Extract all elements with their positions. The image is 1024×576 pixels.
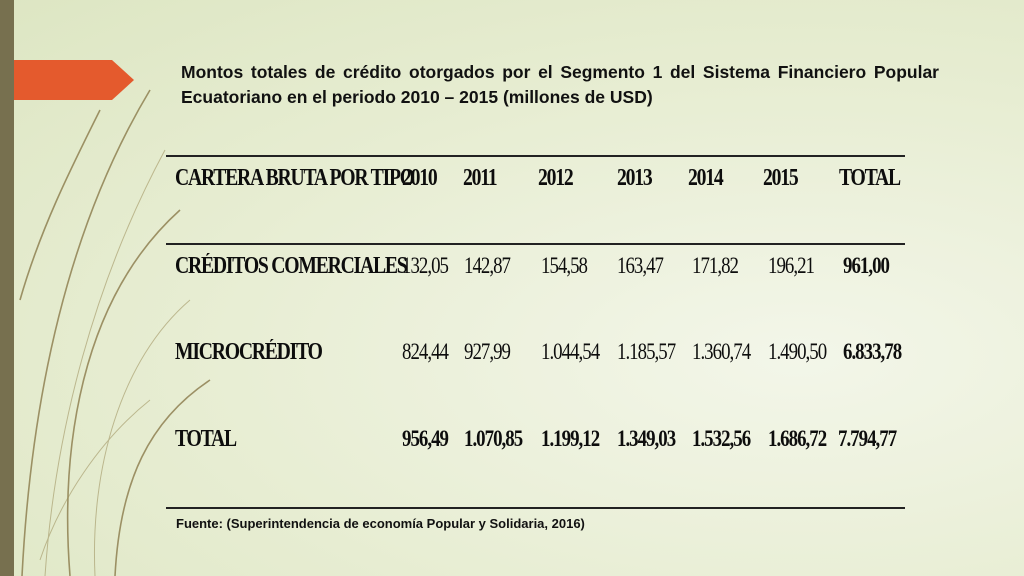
header-2013: 2013 — [617, 165, 653, 191]
header-bottom-rule — [166, 243, 905, 245]
table-bottom-rule — [166, 507, 905, 509]
slide-title: Montos totales de crédito otorgados por … — [181, 62, 939, 107]
row-total-cell: 961,00 — [843, 253, 890, 278]
table-top-rule — [166, 155, 905, 157]
table-cell: 1.686,72 — [768, 426, 827, 451]
table-cell: 132,05 — [402, 253, 449, 278]
table-cell: 1.490,50 — [768, 339, 827, 364]
table-cell: 927,99 — [464, 339, 511, 364]
table-cell: 824,44 — [402, 339, 449, 364]
header-2011: 2011 — [463, 165, 498, 191]
header-2015: 2015 — [763, 165, 799, 191]
table-cell: 196,21 — [768, 253, 815, 278]
header-total: TOTAL — [839, 165, 901, 191]
table-cell: 1.070,85 — [464, 426, 523, 451]
table-cell: 1.349,03 — [617, 426, 676, 451]
header-category: CARTERA BRUTA POR TIPO — [175, 165, 415, 191]
header-2012: 2012 — [538, 165, 574, 191]
row-total-cell: 7.794,77 — [838, 426, 897, 451]
row-label: CRÉDITOS COMERCIALES — [175, 253, 408, 279]
header-2014: 2014 — [688, 165, 724, 191]
table-cell: 1.199,12 — [541, 426, 600, 451]
left-accent-bar — [0, 0, 14, 576]
header-2010: 2010 — [402, 165, 438, 191]
table-cell: 1.532,56 — [692, 426, 751, 451]
row-label: MICROCRÉDITO — [175, 339, 323, 365]
table-cell: 163,47 — [617, 253, 664, 278]
table-cell: 956,49 — [402, 426, 449, 451]
table-cell: 142,87 — [464, 253, 511, 278]
table-cell: 1.185,57 — [617, 339, 676, 364]
row-total-cell: 6.833,78 — [843, 339, 902, 364]
table-cell: 171,82 — [692, 253, 739, 278]
table-cell: 1.044,54 — [541, 339, 600, 364]
table-cell: 154,58 — [541, 253, 588, 278]
source-note: Fuente: (Superintendencia de economía Po… — [176, 516, 585, 531]
table-cell: 1.360,74 — [692, 339, 751, 364]
row-label: TOTAL — [175, 426, 237, 452]
